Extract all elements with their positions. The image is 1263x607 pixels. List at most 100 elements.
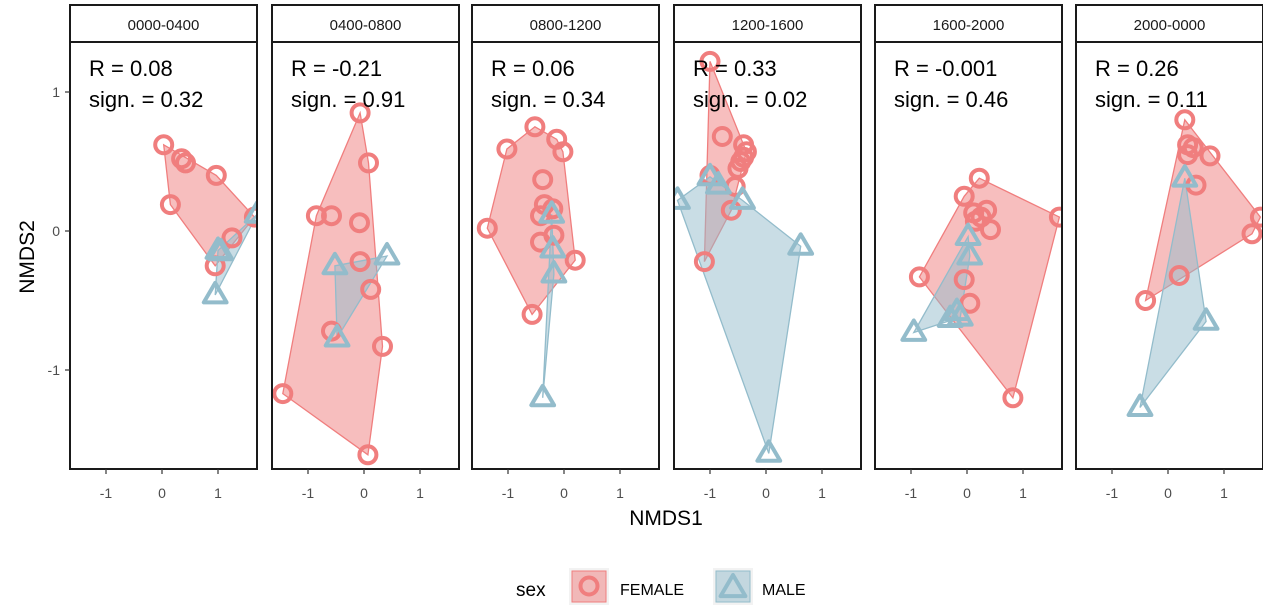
x-tick-label: 1 [818, 485, 826, 501]
female-hull [282, 110, 384, 456]
female-point [530, 205, 551, 227]
panel-stat-r: R = 0.33 [693, 56, 777, 81]
panel-stat-r: R = -0.21 [291, 56, 382, 81]
x-tick-label: 1 [1019, 485, 1027, 501]
x-tick-label: -1 [905, 485, 918, 501]
male-point [1171, 164, 1199, 188]
y-tick-label: 1 [52, 84, 60, 100]
female-point [1135, 290, 1157, 311]
panel-border [874, 41, 1063, 470]
female-point [532, 169, 554, 191]
male-point [956, 242, 984, 266]
panel-stat-sign: sign. = 0.46 [894, 87, 1008, 112]
male-point [321, 251, 349, 276]
panel-border [471, 41, 660, 470]
male-point [539, 235, 567, 259]
panel-data [900, 167, 1062, 409]
x-tick-label: 1 [214, 485, 222, 501]
female-point [321, 205, 342, 227]
female-point [159, 194, 181, 216]
x-axis-title: NMDS1 [629, 507, 703, 530]
x-tick-label: 0 [158, 485, 166, 501]
female-point [711, 126, 733, 147]
panel-data [153, 134, 257, 305]
facet-strip [69, 4, 258, 43]
legend-key-female [571, 570, 607, 603]
male-point [705, 171, 732, 195]
facet-strip [673, 4, 862, 43]
female-point [358, 152, 379, 174]
male-point [207, 237, 235, 262]
facet-panel-1600-2000: 1600-2000 R = -0.001 sign. = 0.46 -1 0 1 [874, 4, 1063, 501]
male-point [1126, 393, 1154, 417]
y-axis-title: NMDS2 [16, 220, 39, 294]
x-tick-label: 0 [762, 485, 770, 501]
x-tick-label: 0 [360, 485, 368, 501]
female-point [908, 266, 930, 288]
female-point [349, 251, 371, 273]
female-point [964, 210, 986, 232]
male-point [373, 242, 401, 266]
x-tick-label: 1 [616, 485, 624, 501]
legend: sex FEMALE MALE [516, 568, 806, 605]
female-point [1249, 206, 1263, 228]
x-tick-label: -1 [100, 485, 113, 501]
facet-strip-label: 1600-2000 [933, 17, 1005, 34]
female-point [221, 227, 243, 249]
male-hull [912, 234, 971, 334]
female-point [524, 116, 546, 138]
female-point [349, 212, 370, 234]
facet-panel-0000-0400: 0000-0400 R = 0.08 sign. = 0.32 -1 0 1 [69, 4, 258, 501]
panel-border [673, 41, 862, 470]
facet-strip [1075, 4, 1263, 43]
male-point [243, 200, 257, 224]
panel-stat-sign: sign. = 0.11 [1095, 87, 1208, 112]
female-point [699, 50, 721, 72]
panel-border [69, 41, 258, 470]
facet-strip-label: 0800-1200 [530, 17, 602, 34]
facet-strip-label: 2000-0000 [1134, 17, 1206, 34]
male-point [729, 186, 756, 210]
male-hull [1139, 178, 1207, 408]
male-point [1192, 307, 1220, 331]
male-point [936, 304, 964, 328]
facet-panel-0800-1200: 0800-1200 R = 0.06 sign. = 0.34 -1 0 1 [471, 4, 660, 501]
female-point [360, 278, 382, 300]
facet-strip-label: 1200-1600 [732, 17, 804, 34]
male-point [900, 318, 928, 342]
x-tick-label: 1 [1220, 485, 1228, 501]
panel-stat-sign: sign. = 0.91 [291, 87, 405, 112]
panel-stat-r: R = -0.001 [894, 56, 997, 81]
x-tick-label: 0 [1164, 485, 1172, 501]
female-point [552, 141, 574, 163]
panel-stat-r: R = 0.08 [89, 56, 173, 81]
male-point [787, 232, 815, 256]
panel-data [272, 102, 401, 466]
legend-key-male [715, 570, 751, 603]
female-point [953, 185, 975, 207]
legend-symbol-female [578, 575, 600, 597]
legend-symbol-male [718, 573, 748, 599]
panel-stat-r: R = 0.06 [491, 56, 575, 81]
female-point [564, 249, 586, 271]
female-point [175, 152, 196, 174]
x-tick-label: -1 [502, 485, 515, 501]
male-point [529, 383, 557, 408]
female-point [372, 335, 393, 357]
female-point [543, 224, 565, 246]
female-point [1168, 265, 1190, 286]
x-tick-label: 1 [416, 485, 424, 501]
facet-strip [874, 4, 1063, 43]
panel-data [674, 50, 815, 463]
female-point [1177, 144, 1199, 166]
female-point [171, 148, 193, 170]
panel-data [476, 116, 586, 408]
y-tick-label: -1 [48, 362, 61, 378]
female-point [1241, 223, 1263, 245]
male-point [674, 186, 691, 210]
male-hull [334, 255, 389, 341]
male-point [201, 280, 229, 305]
panel-stat-sign: sign. = 0.32 [89, 87, 203, 112]
male-point [540, 260, 568, 284]
female-point [968, 167, 990, 189]
